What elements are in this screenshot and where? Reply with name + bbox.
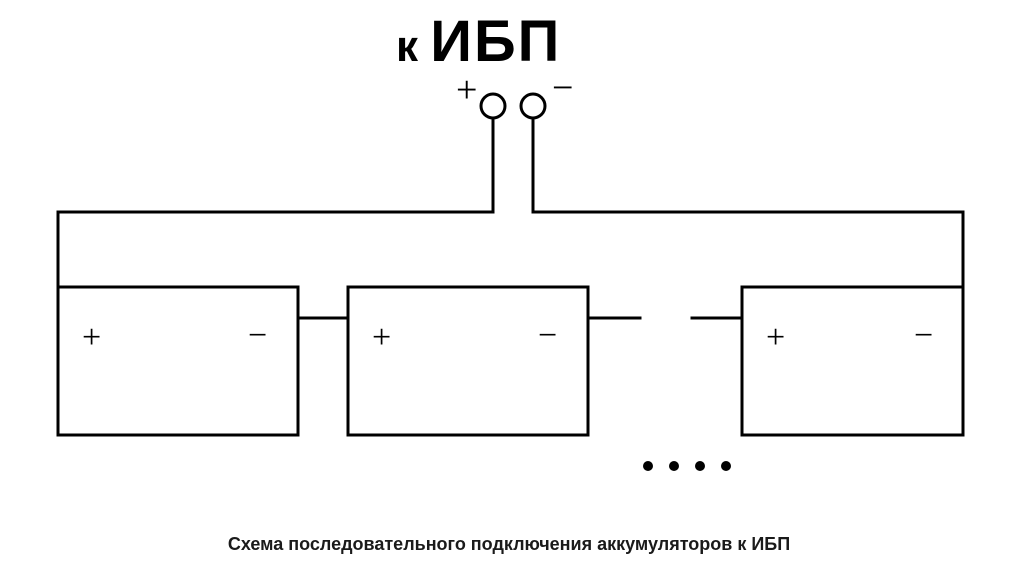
- battery-minus-sign: −: [914, 317, 933, 355]
- diagram-title: к ИБП: [396, 8, 561, 75]
- title-prefix: к: [396, 22, 430, 71]
- battery-plus-sign: +: [766, 319, 785, 357]
- terminal-minus-sign: −: [552, 66, 573, 110]
- battery-minus-sign: −: [538, 317, 557, 355]
- title-main: ИБП: [430, 9, 561, 74]
- diagram-caption: Схема последовательного подключения акку…: [0, 534, 1018, 555]
- battery-plus-sign: +: [82, 319, 101, 357]
- battery-minus-sign: −: [248, 317, 267, 355]
- terminal-plus-sign: +: [456, 68, 477, 112]
- diagram-svg: [0, 0, 1018, 584]
- battery-plus-sign: +: [372, 319, 391, 357]
- diagram-canvas: к ИБП + − + − + − + − Схема последовательного…: [0, 0, 1018, 584]
